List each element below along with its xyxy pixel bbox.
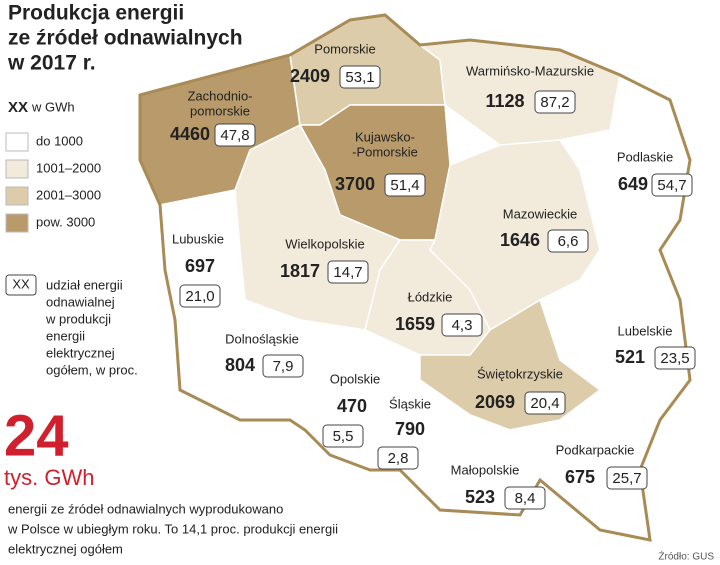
border [138, 13, 692, 542]
region-name: Pomorskie [314, 41, 375, 56]
region-value: 3700 [335, 174, 375, 194]
legend-label: 1001–2000 [36, 160, 101, 175]
share-box [322, 424, 364, 448]
legend-swatch [5, 213, 29, 233]
region-name: Lubelskie [618, 323, 673, 338]
legend-unit: w GWh [31, 99, 75, 114]
region-name: Śląskie [389, 396, 431, 411]
legend-swatch [5, 186, 29, 206]
region-share: 47,8 [220, 127, 249, 144]
region-labels: Zachodnio-pomorskie 4460 47,8 Pomorskie 2409… [170, 41, 696, 510]
region-value: 2409 [290, 66, 330, 86]
share-box [377, 446, 419, 470]
region-name: Warmińsko-Mazurskie [466, 63, 594, 78]
legend-note-line: energii [46, 328, 85, 343]
legend-key: XX [12, 276, 30, 291]
caption: energii ze źródeł odnawialnych wyproduko… [8, 501, 283, 516]
share-box [339, 65, 381, 89]
share-box [327, 260, 369, 284]
region-name: Kujawsko- [355, 129, 415, 144]
total-value: 24 [4, 403, 69, 468]
region-share: 54,7 [657, 177, 686, 194]
region-name: Opolskie [330, 371, 381, 386]
legend-note-line: elektrycznej [46, 345, 115, 360]
region-share: 23,5 [660, 350, 689, 367]
title: ze źródeł odnawialnych [8, 27, 243, 50]
region-name: Wielkopolskie [285, 236, 364, 251]
legend-note: udział energii odnawialnej w produkcji ener… [45, 277, 138, 377]
legend-label: do 1000 [36, 133, 83, 148]
region-name: Dolnośląskie [225, 331, 299, 346]
share-box [441, 313, 483, 337]
caption: w Polsce w ubiegłym roku. To 14,1 proc. … [7, 521, 338, 536]
region-share: 4,3 [452, 317, 473, 334]
total-unit: tys. GWh [4, 465, 94, 490]
region-share: 20,4 [530, 395, 559, 412]
region-value: 790 [395, 419, 425, 439]
legend-swatch [5, 132, 29, 152]
region-value: 649 [618, 174, 648, 194]
region-share: 8,4 [515, 490, 536, 507]
share-box [214, 123, 256, 147]
legend-key: XX [8, 99, 28, 116]
region-name: Małopolskie [451, 462, 520, 477]
region-value: 1128 [485, 91, 524, 111]
legend-note-line: w produkcji [45, 311, 111, 326]
region-name: Łódzkie [408, 289, 453, 304]
legend-note-line: odnawialnej [46, 294, 115, 309]
caption: elektrycznej ogółem [8, 541, 123, 556]
region-share: 25,7 [612, 470, 641, 487]
region-name: Mazowieckie [503, 206, 577, 221]
region-value: 4460 [170, 124, 210, 144]
region-share: 87,2 [540, 94, 569, 111]
region-name: Lubuskie [172, 231, 224, 246]
region-value: 1659 [395, 314, 435, 334]
title: w 2017 r. [7, 52, 96, 75]
region-share: 6,6 [558, 233, 579, 250]
share-box [547, 229, 589, 253]
region-share: 2,8 [388, 450, 409, 467]
region-value: 521 [615, 347, 645, 367]
region-name: Podkarpackie [556, 442, 635, 457]
share-box [384, 173, 426, 197]
share-box [524, 391, 566, 415]
region-share: 7,9 [273, 358, 294, 375]
region-name: Zachodnio- [187, 88, 252, 103]
region-value: 675 [565, 467, 595, 487]
region-share: 14,7 [333, 264, 362, 281]
legend-note-line: udział energii [46, 277, 123, 292]
share-box [179, 284, 221, 308]
legend: do 1000 1001–2000 2001–3000 pow. 3000 [5, 132, 101, 233]
legend-note-line: ogółem, w proc. [46, 362, 138, 377]
region-value: 1817 [280, 261, 320, 281]
legend-swatch [5, 159, 29, 179]
region-name: Świętokrzyskie [477, 366, 563, 381]
region-name: pomorskie [190, 103, 250, 118]
share-box [654, 346, 696, 370]
region-share: 53,1 [345, 69, 374, 86]
source: Źródło: GUS [658, 550, 714, 563]
region-value: 470 [337, 396, 367, 416]
region-name: -Pomorskie [352, 144, 418, 159]
region-value: 1646 [500, 230, 540, 250]
title: Produkcja energii [8, 2, 184, 25]
region-value: 697 [185, 256, 215, 276]
share-box [262, 354, 304, 378]
region-share: 5,5 [333, 428, 354, 445]
region-share: 21,0 [185, 288, 214, 305]
share-box [504, 486, 546, 510]
share-box [651, 173, 693, 197]
legend-label: pow. 3000 [36, 214, 95, 229]
region-value: 804 [225, 355, 255, 375]
legend-label: 2001–3000 [36, 187, 101, 202]
share-box [534, 90, 576, 114]
share-box [606, 466, 648, 490]
region-value: 523 [465, 487, 495, 507]
region-value: 2069 [475, 392, 515, 412]
legend-box [5, 274, 37, 296]
region-name: Podlaskie [617, 149, 673, 164]
region-share: 51,4 [390, 177, 419, 194]
